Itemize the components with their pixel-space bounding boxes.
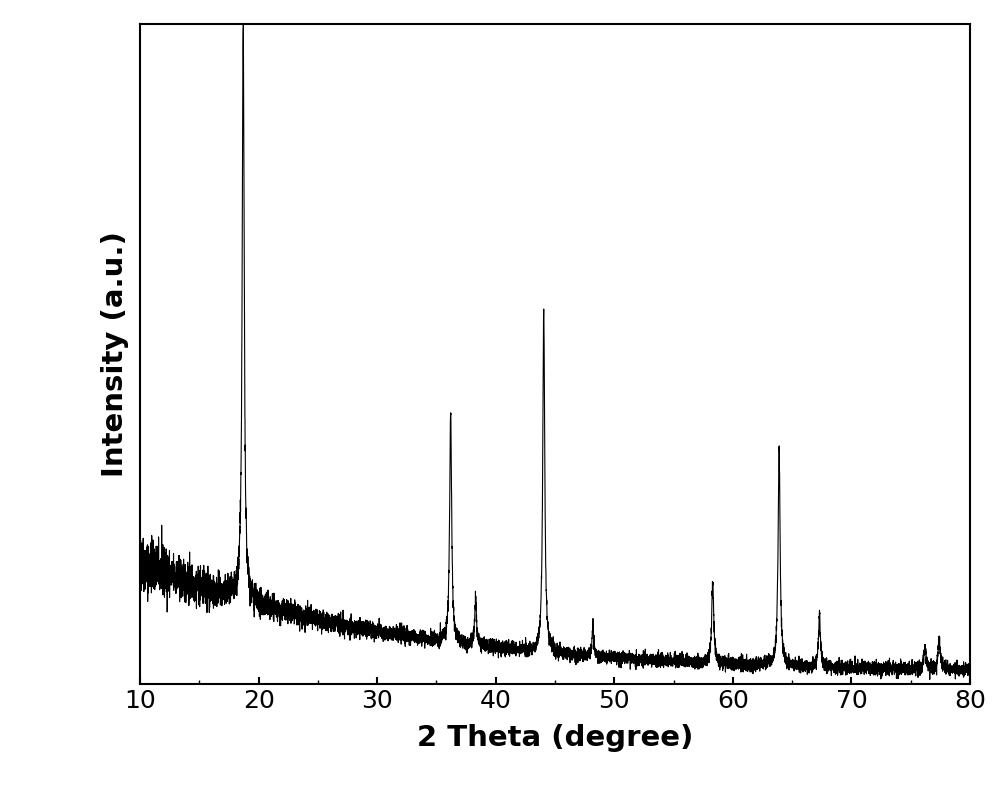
- X-axis label: 2 Theta (degree): 2 Theta (degree): [417, 724, 693, 751]
- Y-axis label: Intensity (a.u.): Intensity (a.u.): [101, 231, 129, 476]
